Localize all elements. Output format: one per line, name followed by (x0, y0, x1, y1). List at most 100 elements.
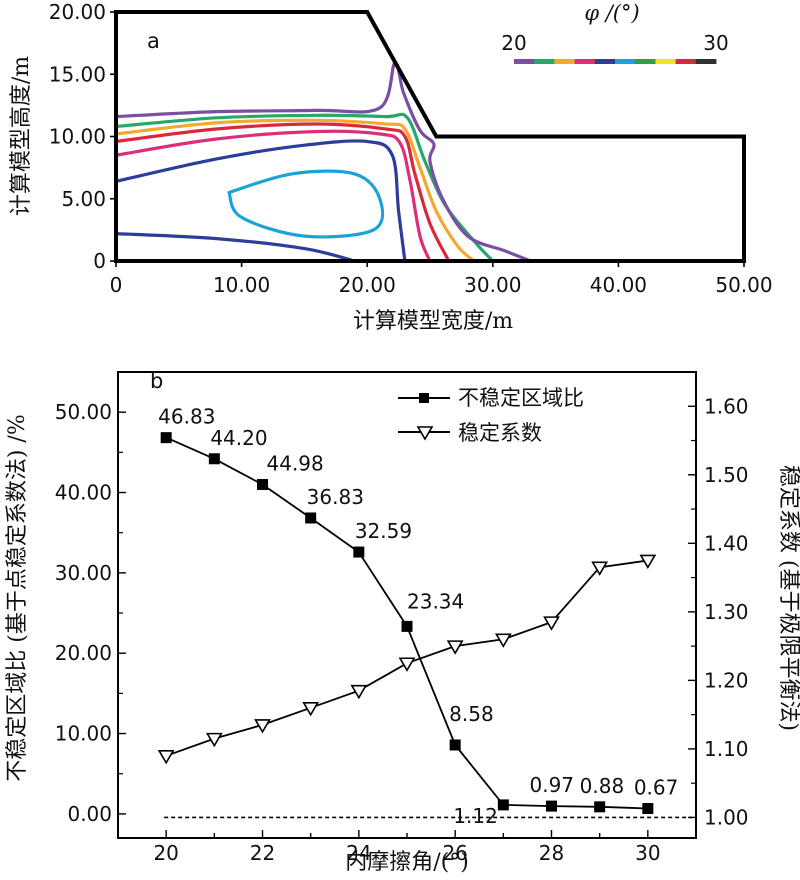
panel-a-label: a (147, 29, 160, 53)
legend-label-series-1: 不稳定区域比 (458, 386, 584, 410)
contour-phi-27 (114, 61, 533, 263)
marker-square-25 (401, 620, 413, 632)
colorbar-legend: φ /(°) 20 30 (501, 1, 729, 64)
colorbar-swatch (695, 59, 717, 64)
legend-marker-triangle (416, 426, 434, 441)
marker-triangle-21 (205, 732, 223, 748)
marker-triangle-27 (494, 633, 512, 648)
b-left-tick-label: 50.00 (55, 400, 112, 424)
data-label-26: 8.58 (449, 702, 494, 726)
b-right-tick-label: 1.10 (704, 737, 749, 761)
b-x-tick-label: 28 (539, 841, 564, 865)
colorbar-swatch (514, 59, 535, 64)
panel-a-y-ticks: 0 5.00 10.00 15.00 20.00 (49, 0, 116, 273)
data-label-29: 0.88 (580, 774, 625, 798)
data-label-25: 23.34 (407, 589, 464, 613)
b-right-tick-label: 1.00 (704, 805, 749, 829)
colorbar-min-label: 20 (501, 31, 526, 55)
series-markers (157, 432, 657, 815)
a-x-tick-label: 30.00 (464, 273, 521, 297)
colorbar-swatch (574, 59, 596, 64)
colorbar-swatch (554, 59, 575, 64)
b-x-tick-label: 24 (346, 841, 371, 865)
contour-phi-26 (114, 112, 495, 263)
marker-square-29 (594, 801, 606, 813)
b-x-tick-label: 30 (635, 841, 660, 865)
b-right-tick-label: 1.60 (704, 394, 749, 418)
marker-square-20 (160, 432, 172, 444)
a-y-tick-label: 10.00 (49, 125, 106, 149)
panel-b-right-ticks: 1.00 1.10 1.20 1.30 1.40 1.50 1.60 (688, 394, 749, 829)
panel-b-label: b (150, 369, 163, 393)
marker-triangle-23 (302, 701, 320, 717)
data-label-24: 32.59 (355, 519, 412, 543)
a-x-tick-label: 0 (110, 273, 123, 297)
marker-triangle-22 (254, 719, 271, 734)
b-right-tick-label: 1.30 (704, 600, 749, 624)
colorbar-swatch (594, 59, 616, 64)
data-label-22: 44.98 (267, 451, 324, 475)
panel-b-legend: 不稳定区域比 稳定系数 (398, 386, 584, 445)
a-x-tick-label: 10.00 (213, 273, 270, 297)
b-left-tick-label: 40.00 (55, 481, 112, 505)
marker-square-21 (208, 453, 220, 465)
colorbar-max-label: 30 (703, 31, 728, 55)
panel-a-x-label: 计算模型宽度/m (353, 309, 513, 334)
b-right-tick-label: 1.40 (704, 531, 749, 555)
data-label-23: 36.83 (307, 485, 364, 509)
contour-phi-20 (114, 232, 357, 263)
contour-phi-23 (114, 129, 432, 263)
marker-square-22 (257, 478, 268, 490)
b-left-tick-label: 0.00 (67, 802, 112, 826)
legend-label-series-2: 稳定系数 (458, 421, 542, 445)
marker-square-30 (642, 803, 654, 815)
data-label-27: 1.12 (453, 804, 498, 828)
marker-triangle-25 (398, 657, 416, 672)
marker-triangle-29 (591, 561, 609, 576)
b-left-tick-label: 20.00 (55, 641, 112, 665)
b-right-tick-label: 1.20 (704, 668, 749, 692)
marker-square-24 (353, 546, 365, 558)
panel-b-left-ticks: 0.00 10.00 20.00 30.00 40.00 50.00 (55, 371, 126, 826)
colorbar-swatches (514, 59, 717, 64)
panel-b-x-ticks: 20 22 24 26 28 30 (117, 830, 697, 865)
marker-triangle-30 (639, 554, 657, 570)
a-x-tick-label: 50.00 (715, 273, 772, 297)
panel-b-x-label: 内摩擦角/(°) (345, 850, 469, 875)
a-y-tick-label: 0 (93, 249, 106, 273)
a-y-tick-label: 20.00 (49, 0, 106, 24)
contour-phi-21 (227, 169, 385, 239)
marker-square-28 (546, 800, 557, 812)
marker-triangle-20 (157, 749, 175, 765)
data-label-28: 0.97 (530, 773, 575, 797)
marker-triangle-26 (446, 640, 464, 655)
marker-square-23 (305, 512, 317, 524)
colorbar-title: φ /(°) (584, 1, 639, 25)
a-x-tick-label: 40.00 (590, 273, 647, 297)
colorbar-swatch (655, 59, 676, 64)
legend-marker-square (419, 393, 429, 403)
b-left-tick-label: 30.00 (55, 561, 112, 585)
b-left-tick-label: 10.00 (55, 722, 112, 746)
panel-a-y-label: 计算模型高度/m (9, 56, 34, 216)
colorbar-swatch (675, 59, 697, 64)
data-label-30: 0.67 (634, 776, 679, 800)
colorbar-swatch (534, 59, 555, 64)
a-y-tick-label: 5.00 (61, 187, 106, 211)
marker-square-27 (497, 799, 509, 811)
panel-b-right-y-label: 稳定系数 (基于极限平衡法) (776, 465, 800, 731)
panel-b-left-y-label: 不稳定区域比 (基于点稳定系数法) /% (5, 414, 30, 781)
panel-a: a 0 10.00 20.00 30.00 40.00 50.00 0 5.00 10.00 1… (9, 0, 773, 334)
colorbar-swatch (615, 59, 636, 64)
b-x-tick-label: 20 (153, 841, 178, 865)
a-y-tick-label: 15.00 (49, 62, 106, 86)
contour-phi-25 (114, 118, 476, 263)
marker-square-26 (449, 739, 461, 751)
colorbar-swatch (635, 59, 656, 64)
contour-phi-22 (114, 139, 407, 263)
a-x-tick-label: 20.00 (339, 273, 396, 297)
data-label-20: 46.83 (158, 405, 215, 429)
